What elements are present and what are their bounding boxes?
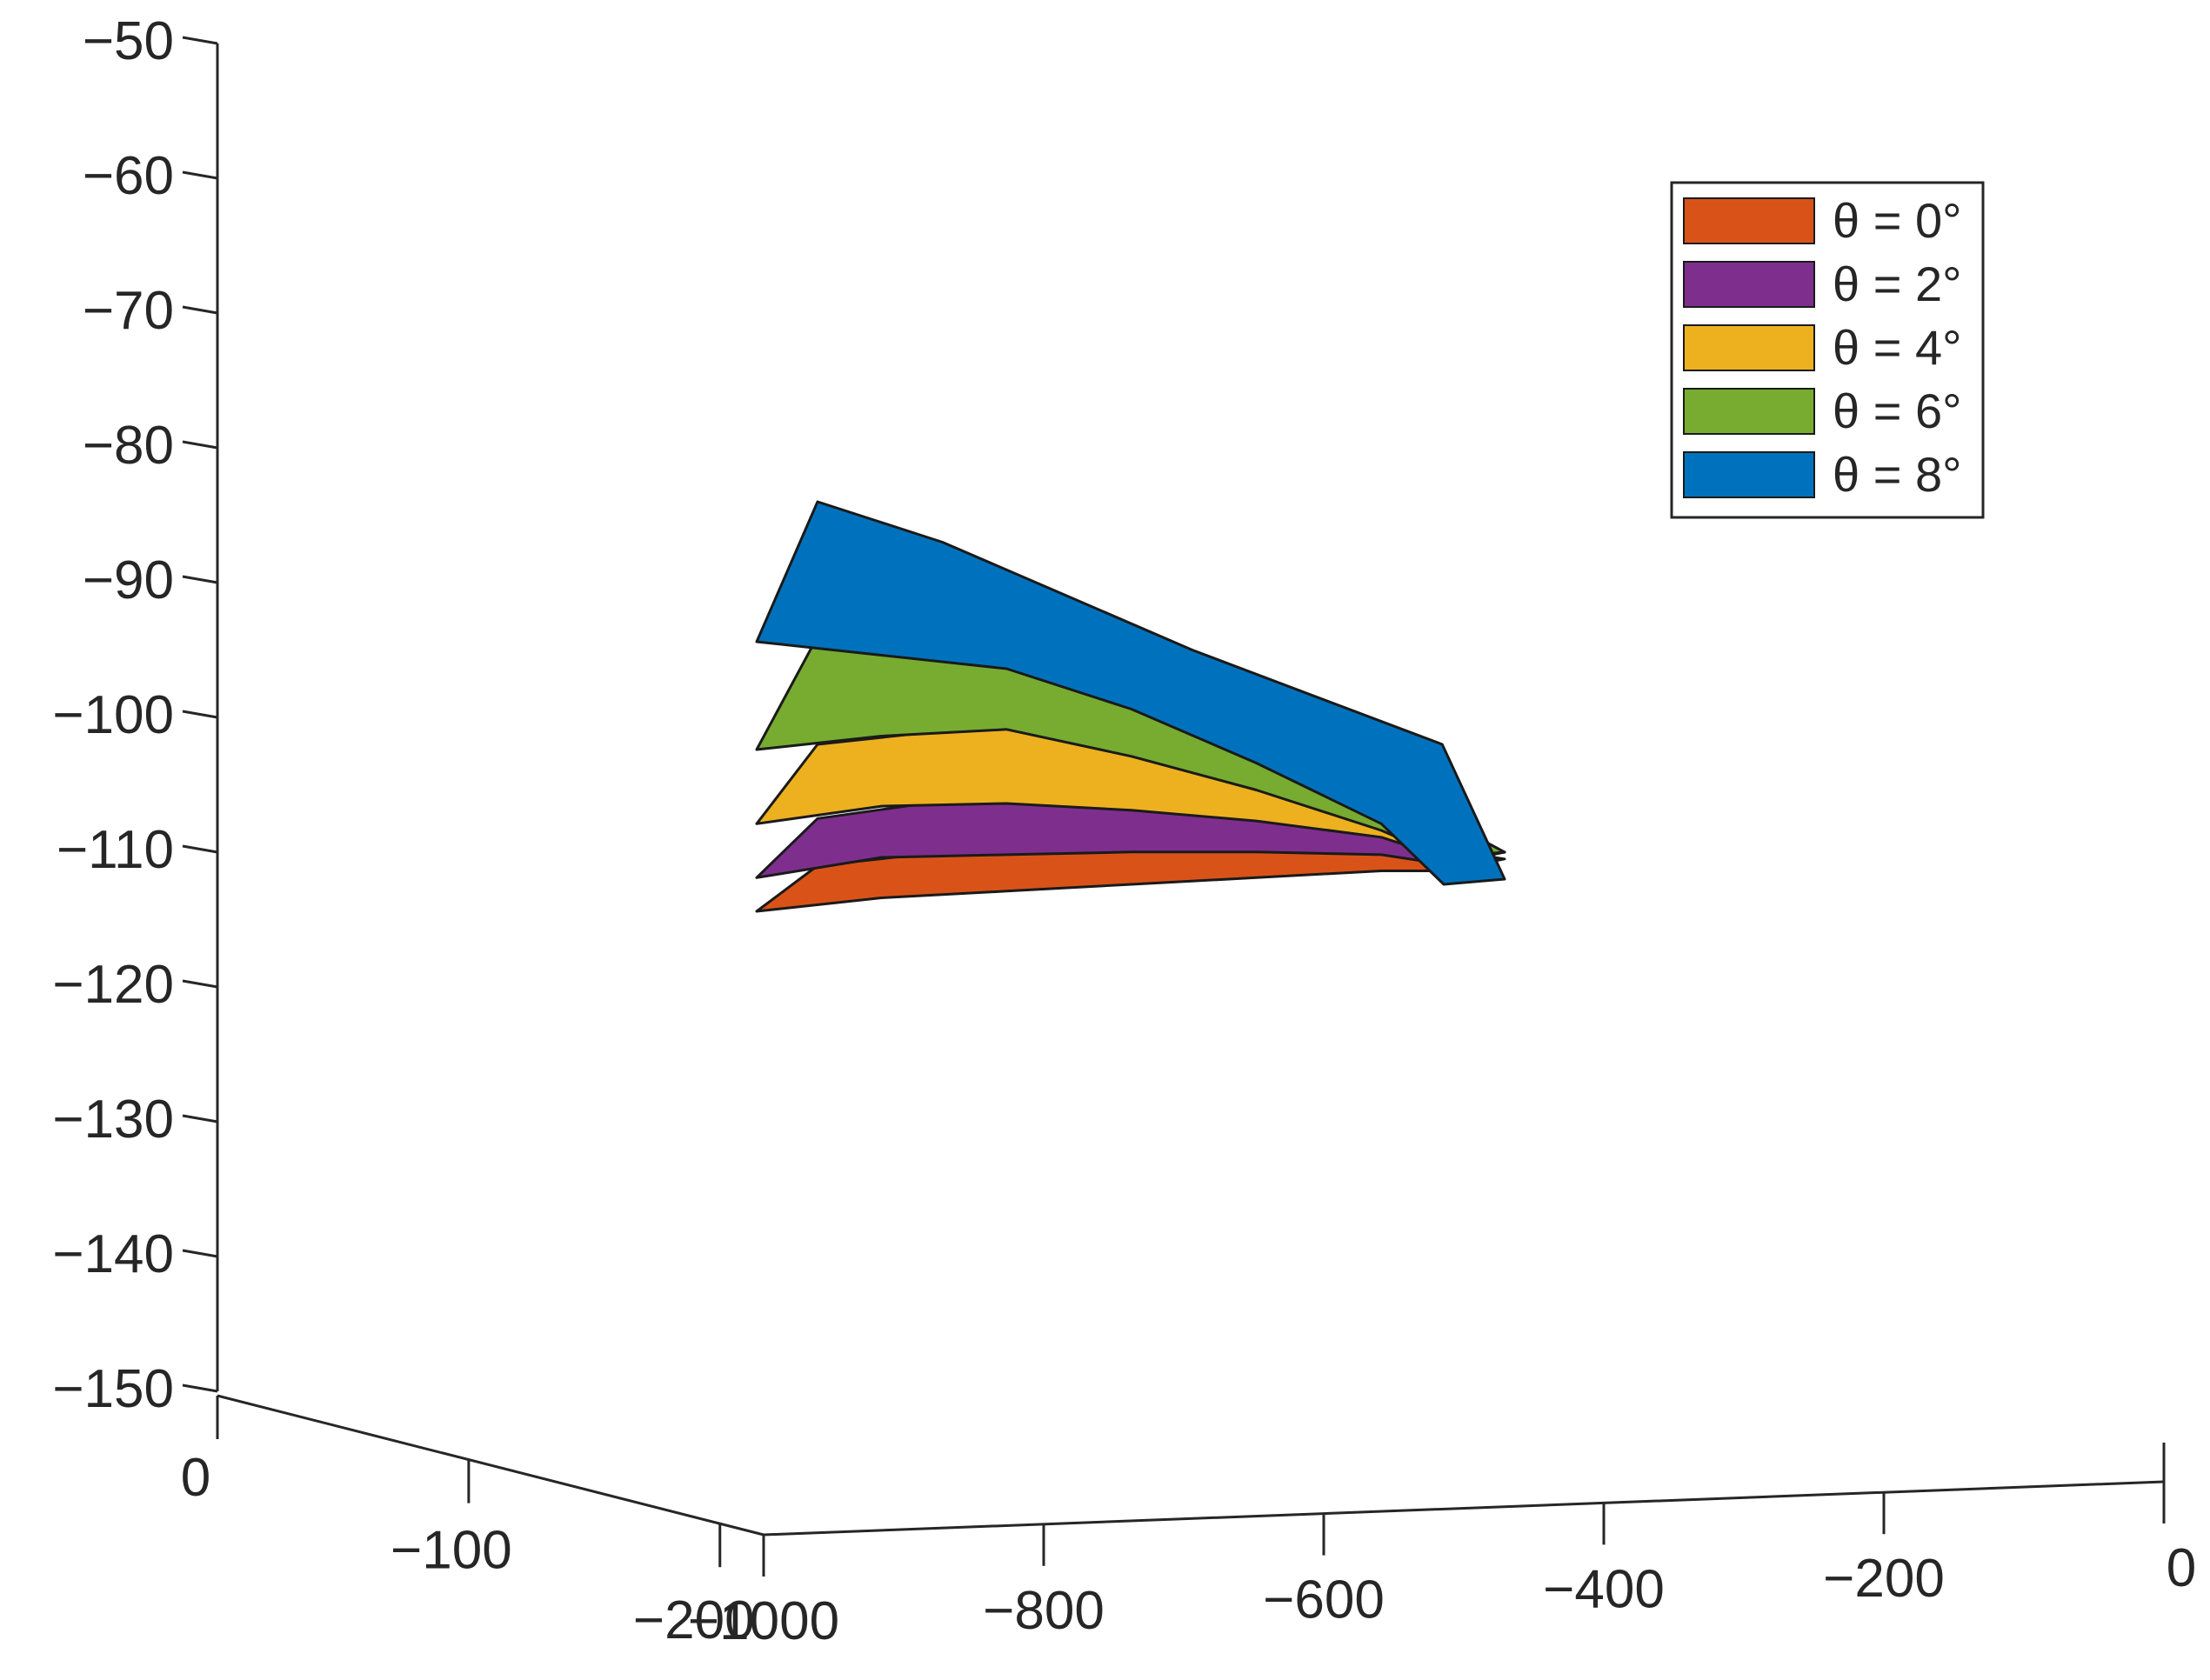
z-tick-mark <box>182 575 218 584</box>
surface-theta-8 <box>755 500 1506 886</box>
z-tick-mark <box>182 1114 218 1123</box>
z-tick-label: −130 <box>52 1090 174 1150</box>
z-tick-label: −80 <box>83 416 174 476</box>
y-tick-label: −200 <box>633 1590 755 1650</box>
z-tick-label: −140 <box>52 1224 174 1284</box>
x-tick-label: −600 <box>1263 1570 1385 1630</box>
surfaces <box>755 500 1506 913</box>
z-tick-mark <box>182 36 218 45</box>
legend-label: θ = 6° <box>1833 383 1962 438</box>
x-tick-label: −200 <box>1823 1549 1945 1609</box>
x-axis-line <box>763 1480 2165 1537</box>
legend-label: θ = 8° <box>1833 447 1962 502</box>
legend: θ = 0° θ = 2° θ = 4° θ = 6° θ = 8° <box>1670 181 1985 519</box>
z-tick-mark <box>182 170 218 180</box>
z-tick-mark <box>182 1249 218 1258</box>
z-tick-mark <box>182 305 218 315</box>
z-tick-mark <box>182 710 218 719</box>
legend-swatch <box>1683 324 1815 371</box>
legend-label: θ = 0° <box>1833 193 1962 248</box>
legend-swatch <box>1683 197 1815 244</box>
z-tick-label: −90 <box>83 550 174 610</box>
z-tick-label: −120 <box>52 955 174 1015</box>
y-axis-line <box>217 1394 764 1537</box>
legend-swatch <box>1683 388 1815 435</box>
x-tick-label: −800 <box>983 1581 1105 1641</box>
z-tick-label: −150 <box>52 1359 174 1419</box>
z-tick-label: −100 <box>52 685 174 745</box>
legend-swatch <box>1683 451 1815 498</box>
legend-label: θ = 2° <box>1833 257 1962 311</box>
z-tick-mark <box>182 979 218 989</box>
z-tick-label: −50 <box>83 11 174 71</box>
legend-swatch <box>1683 261 1815 308</box>
z-tick-label: −70 <box>83 281 174 341</box>
x-tick-label: −400 <box>1543 1559 1665 1619</box>
z-tick-mark <box>182 1383 218 1393</box>
y-tick-label: −100 <box>391 1521 512 1581</box>
y-tick-label: 0 <box>181 1448 210 1508</box>
axes: −50−60−70−80−90−100−110−120−130−140−1500… <box>52 11 2196 1651</box>
z-tick-mark <box>182 844 218 854</box>
x-tick-label: 0 <box>2167 1538 2196 1598</box>
legend-label: θ = 4° <box>1833 320 1962 375</box>
z-tick-mark <box>182 440 218 450</box>
z-tick-label: −110 <box>57 820 174 880</box>
z-tick-label: −60 <box>83 146 174 206</box>
x-tick-label: −1000 <box>688 1591 839 1651</box>
